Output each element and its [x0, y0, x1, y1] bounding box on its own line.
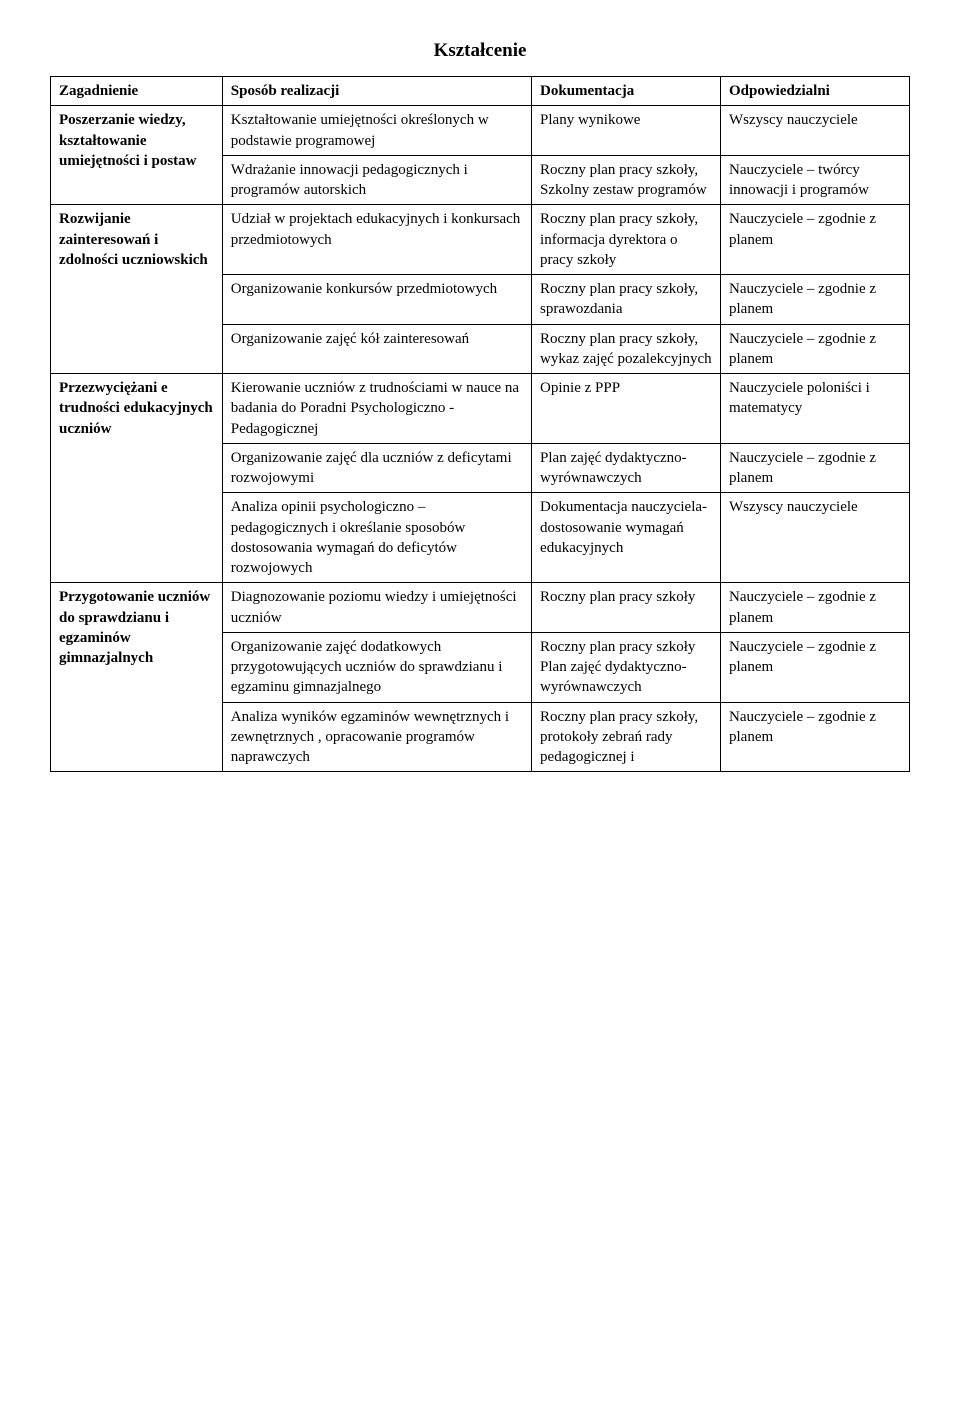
dok-cell: Roczny plan pracy szkoły, protokoły zebr…: [532, 702, 721, 772]
dok-cell: Roczny plan pracy szkoły, sprawozdania: [532, 275, 721, 325]
sposob-cell: Organizowanie zajęć kół zainteresowań: [222, 324, 531, 374]
topic-cell: Poszerzanie wiedzy, kształtowanie umieję…: [51, 106, 223, 205]
dok-cell: Plany wynikowe: [532, 106, 721, 156]
dok-cell: Opinie z PPP: [532, 374, 721, 444]
dok-cell: Roczny plan pracy szkoły: [532, 583, 721, 633]
dok-cell: Plan zajęć dydaktyczno-wyrównawczych: [532, 443, 721, 493]
sposob-cell: Analiza wyników egzaminów wewnętrznych i…: [222, 702, 531, 772]
page-title: Kształcenie: [50, 40, 910, 62]
odp-cell: Nauczyciele – zgodnie z planem: [721, 583, 910, 633]
dok-cell: Roczny plan pracy szkoły, wykaz zajęć po…: [532, 324, 721, 374]
header-odpowiedzialni: Odpowiedzialni: [721, 77, 910, 106]
main-table: Zagadnienie Sposób realizacji Dokumentac…: [50, 76, 910, 772]
sposob-cell: Kierowanie uczniów z trudnościami w nauc…: [222, 374, 531, 444]
sposob-cell: Analiza opinii psychologiczno – pedagogi…: [222, 493, 531, 583]
odp-cell: Nauczyciele – zgodnie z planem: [721, 632, 910, 702]
odp-cell: Nauczyciele – zgodnie z planem: [721, 443, 910, 493]
odp-cell: Wszyscy nauczyciele: [721, 106, 910, 156]
sposob-cell: Diagnozowanie poziomu wiedzy i umiejętno…: [222, 583, 531, 633]
dok-cell: Roczny plan pracy szkoły, informacja dyr…: [532, 205, 721, 275]
sposob-cell: Organizowanie zajęć dla uczniów z deficy…: [222, 443, 531, 493]
sposob-cell: Udział w projektach edukacyjnych i konku…: [222, 205, 531, 275]
table-row: Przezwyciężani e trudności edukacyjnych …: [51, 374, 910, 444]
odp-cell: Nauczyciele – zgodnie z planem: [721, 324, 910, 374]
table-row: Rozwijanie zainteresowań i zdolności ucz…: [51, 205, 910, 275]
table-row: Przygotowanie uczniów do sprawdzianu i e…: [51, 583, 910, 633]
sposob-cell: Organizowanie zajęć dodatkowych przygoto…: [222, 632, 531, 702]
topic-cell: Rozwijanie zainteresowań i zdolności ucz…: [51, 205, 223, 374]
odp-cell: Nauczyciele – zgodnie z planem: [721, 205, 910, 275]
dok-cell: Roczny plan pracy szkoły, Szkolny zestaw…: [532, 155, 721, 205]
odp-cell: Nauczyciele – twórcy innowacji i program…: [721, 155, 910, 205]
header-sposob: Sposób realizacji: [222, 77, 531, 106]
odp-cell: Nauczyciele – zgodnie z planem: [721, 275, 910, 325]
topic-cell: Przygotowanie uczniów do sprawdzianu i e…: [51, 583, 223, 772]
header-row: Zagadnienie Sposób realizacji Dokumentac…: [51, 77, 910, 106]
table-row: Poszerzanie wiedzy, kształtowanie umieję…: [51, 106, 910, 156]
sposob-cell: Kształtowanie umiejętności określonych w…: [222, 106, 531, 156]
odp-cell: Nauczyciele – zgodnie z planem: [721, 702, 910, 772]
dok-cell: Roczny plan pracy szkoły Plan zajęć dyda…: [532, 632, 721, 702]
dok-cell: Dokumentacja nauczyciela-dostosowanie wy…: [532, 493, 721, 583]
header-dokumentacja: Dokumentacja: [532, 77, 721, 106]
odp-cell: Wszyscy nauczyciele: [721, 493, 910, 583]
header-zagadnienie: Zagadnienie: [51, 77, 223, 106]
odp-cell: Nauczyciele poloniści i matematycy: [721, 374, 910, 444]
topic-cell: Przezwyciężani e trudności edukacyjnych …: [51, 374, 223, 583]
sposob-cell: Wdrażanie innowacji pedagogicznych i pro…: [222, 155, 531, 205]
sposob-cell: Organizowanie konkursów przedmiotowych: [222, 275, 531, 325]
